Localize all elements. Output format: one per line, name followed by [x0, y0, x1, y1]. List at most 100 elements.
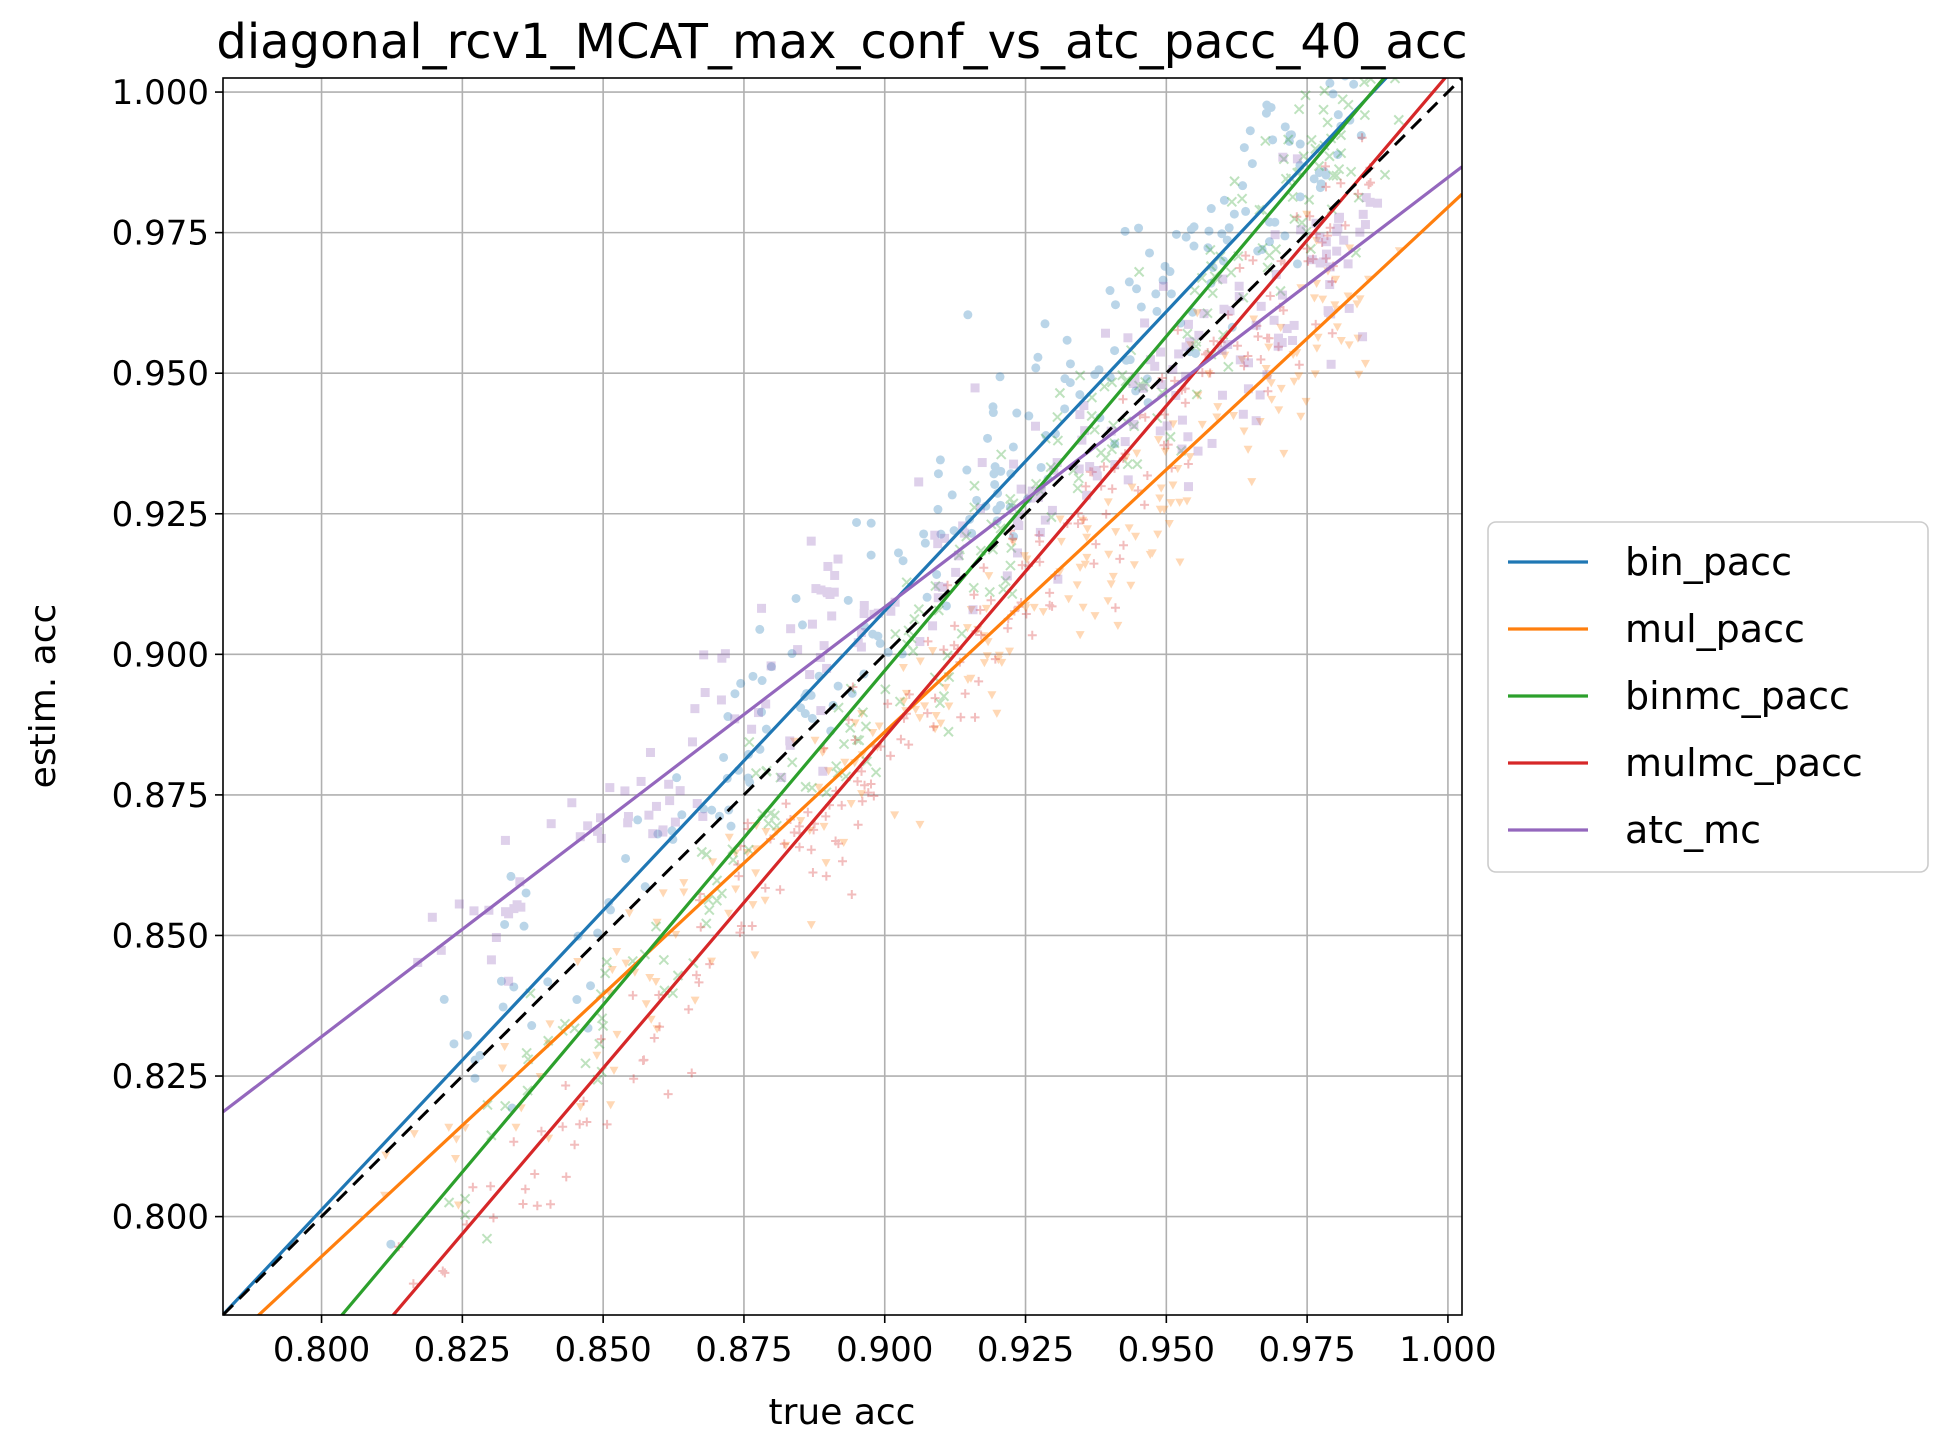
- scatter-point: [1177, 415, 1187, 425]
- scatter-point: [672, 773, 682, 783]
- scatter-point: [1309, 294, 1319, 303]
- scatter-point: [779, 839, 789, 849]
- scatter-point: [1175, 558, 1185, 567]
- scatter-point: [989, 469, 999, 479]
- scatter-point: [1005, 647, 1015, 656]
- scatter-point: [947, 490, 957, 500]
- scatter-point: [1270, 217, 1280, 227]
- scatter-point: [1279, 449, 1289, 459]
- scatter-point: [1162, 421, 1172, 431]
- scatter-point: [1128, 420, 1140, 432]
- scatter-point: [1012, 548, 1022, 558]
- scatter-point: [1315, 183, 1325, 193]
- scatter-point: [509, 1137, 519, 1147]
- scatter-point: [969, 590, 979, 600]
- scatter-point: [677, 810, 687, 820]
- scatter-point: [724, 833, 734, 842]
- scatter-point: [1072, 483, 1083, 494]
- scatter-point: [1270, 230, 1280, 240]
- scatter-point: [866, 518, 876, 528]
- scatter-point: [663, 1089, 673, 1099]
- scatter-point: [1174, 349, 1184, 359]
- scatter-point: [599, 968, 611, 979]
- scatter-point: [851, 734, 863, 746]
- scatter-point: [720, 649, 730, 659]
- scatter-point: [545, 1199, 555, 1209]
- scatter-point: [1273, 333, 1283, 343]
- scatter-point: [1319, 85, 1330, 97]
- scatter-point: [1124, 277, 1134, 287]
- scatter-point: [1144, 248, 1154, 258]
- scatter-point: [943, 580, 953, 590]
- scatter-point: [1333, 110, 1343, 120]
- scatter-point: [1276, 323, 1286, 332]
- scatter-point: [933, 469, 943, 479]
- scatter-point: [997, 658, 1007, 667]
- scatter-point: [850, 735, 860, 745]
- scatter-point: [743, 773, 753, 783]
- scatter-point: [504, 976, 514, 986]
- scatter-point: [745, 777, 755, 787]
- scatter-point: [866, 779, 876, 789]
- scatter-point: [1016, 484, 1026, 494]
- scatter-point: [1031, 363, 1041, 373]
- x-tick-label: 0.975: [1258, 1330, 1355, 1370]
- scatter-point: [873, 631, 883, 641]
- scatter-point: [984, 586, 995, 598]
- scatter-point: [481, 1233, 493, 1244]
- scatter-point: [930, 530, 940, 540]
- scatter-point: [1103, 597, 1113, 606]
- scatter-point: [806, 845, 816, 855]
- scatter-point: [922, 592, 932, 602]
- scatter-point: [944, 702, 954, 711]
- scatter-point: [675, 786, 685, 796]
- scatter-point: [1327, 277, 1337, 287]
- scatter-point: [593, 826, 603, 836]
- scatter-point: [1075, 563, 1085, 572]
- scatter-point: [1183, 459, 1193, 469]
- scatter-point: [996, 466, 1006, 476]
- scatter-point: [930, 693, 940, 703]
- scatter-point: [1009, 459, 1019, 469]
- scatter-point: [893, 548, 903, 558]
- scatter-point: [1330, 301, 1340, 310]
- scatter-point: [1278, 305, 1288, 315]
- scatter-point: [819, 747, 829, 756]
- scatter-point: [1255, 390, 1265, 400]
- scatter-point: [1294, 372, 1304, 381]
- scatter-point: [501, 907, 511, 917]
- scatter-point: [803, 807, 813, 817]
- scatter-point: [1160, 447, 1170, 456]
- scatter-point: [612, 1030, 622, 1039]
- scatter-point: [470, 1073, 480, 1083]
- scatter-point: [1336, 178, 1346, 188]
- scatter-point: [1326, 359, 1336, 369]
- scatter-point: [646, 1015, 656, 1024]
- scatter-point: [439, 994, 449, 1004]
- scatter-point: [532, 1201, 542, 1211]
- scatter-point: [781, 799, 791, 809]
- scatter-point: [1321, 254, 1331, 264]
- scatter-point: [929, 722, 939, 732]
- scatter-point: [1302, 244, 1312, 254]
- scatter-point: [1155, 426, 1165, 436]
- scatter-point: [520, 1184, 530, 1194]
- scatter-point: [1321, 170, 1331, 180]
- scatter-point: [1257, 242, 1268, 254]
- scatter-point: [1103, 498, 1113, 507]
- scatter-point: [823, 588, 833, 598]
- scatter-point: [967, 528, 977, 538]
- scatter-point: [511, 1123, 521, 1132]
- scatter-point: [629, 1074, 639, 1084]
- scatter-point: [890, 628, 901, 640]
- scatter-point: [1218, 274, 1228, 284]
- scatter-point: [821, 811, 831, 821]
- scatter-point: [936, 529, 946, 539]
- scatter-point: [1033, 352, 1043, 362]
- x-tick-label: 0.925: [977, 1330, 1074, 1370]
- fit-line-mulmc_pacc: [391, 78, 1448, 1315]
- scatter-point: [1298, 151, 1309, 162]
- scatter-point: [546, 819, 556, 829]
- scatter-point: [1251, 416, 1261, 426]
- scatter-point: [748, 671, 758, 681]
